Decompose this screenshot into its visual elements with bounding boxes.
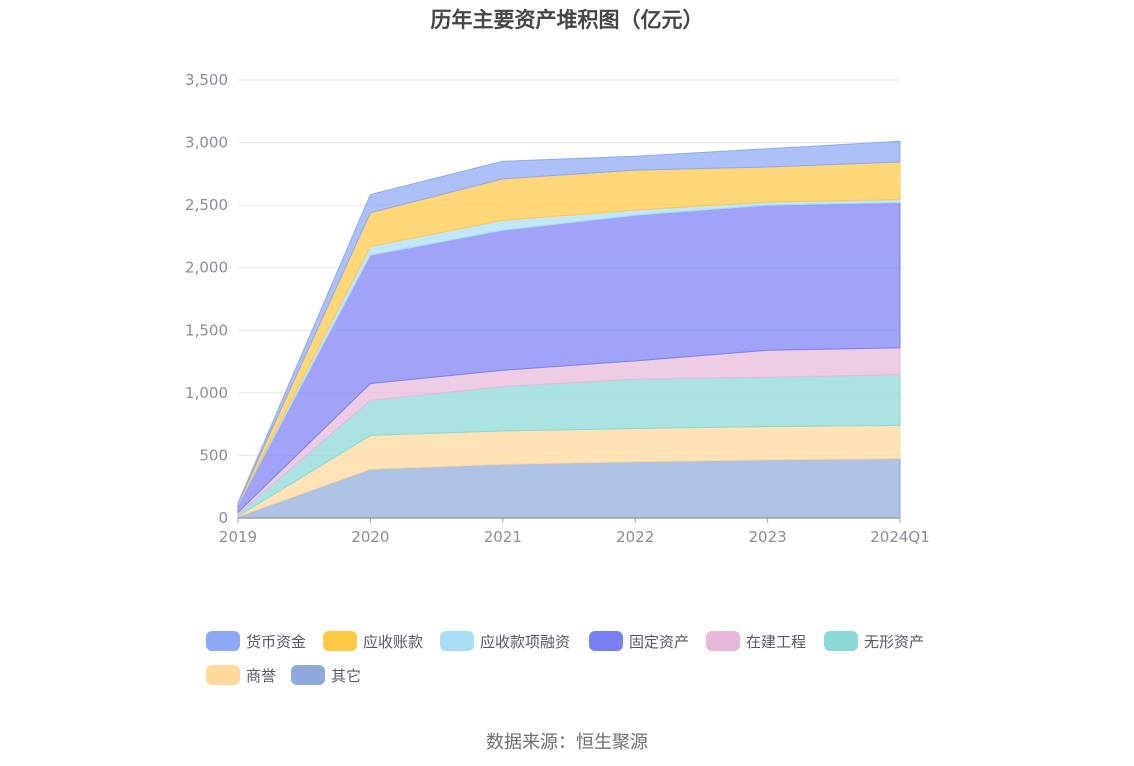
y-tick-label: 500: [199, 446, 228, 464]
legend-label: 无形资产: [864, 632, 925, 651]
legend-label: 应收账款: [363, 632, 424, 651]
legend-item[interactable]: 在建工程: [706, 630, 806, 652]
y-tick-label: 2,500: [185, 196, 228, 214]
legend-item[interactable]: 应收款项融资: [440, 630, 570, 652]
legend-label: 其它: [331, 666, 362, 685]
legend-swatch: [824, 631, 858, 651]
legend-item[interactable]: 应收账款: [323, 630, 423, 652]
area-series: [237, 140, 901, 519]
y-tick-label: 1,500: [185, 321, 228, 339]
legend-swatch: [206, 665, 240, 685]
axes: 0 500 1,000 1,500 2,000 2,500 3,000 3,500 2019 20…: [185, 71, 930, 546]
legend-item[interactable]: 其它: [291, 664, 361, 686]
legend-label: 货币资金: [246, 632, 307, 651]
y-tick-label: 1,000: [185, 384, 228, 402]
legend-swatch: [589, 631, 623, 651]
area-series-货币资金: [237, 140, 901, 504]
legend-item[interactable]: 货币资金: [206, 630, 306, 652]
legend-label: 在建工程: [746, 632, 807, 651]
y-tick-label: 3,000: [185, 134, 228, 152]
legend-item[interactable]: 无形资产: [824, 630, 924, 652]
data-source: 数据来源：恒生聚源: [486, 732, 648, 753]
legend-item[interactable]: 固定资产: [589, 630, 689, 652]
y-tick-label: 0: [218, 509, 228, 527]
y-tick-label: 3,500: [185, 71, 228, 89]
x-tick-label: 2022: [616, 528, 654, 546]
x-tick-label: 2024Q1: [870, 528, 930, 546]
x-tick-label: 2020: [351, 528, 389, 546]
legend-swatch: [323, 631, 357, 651]
x-tick-label: 2021: [484, 528, 522, 546]
legend-swatch: [706, 631, 740, 651]
legend-label: 商誉: [246, 666, 277, 685]
legend-label: 固定资产: [629, 632, 690, 651]
chart-title: 历年主要资产堆积图（亿元）: [430, 8, 704, 32]
y-tick-label: 2,000: [185, 259, 228, 277]
legend-swatch: [291, 665, 325, 685]
legend-item[interactable]: 商誉: [206, 664, 276, 686]
legend-swatch: [440, 631, 474, 651]
legend-swatch: [206, 631, 240, 651]
legend-label: 应收款项融资: [480, 632, 571, 651]
x-tick-label: 2023: [749, 528, 787, 546]
x-tick-label: 2019: [219, 528, 257, 546]
